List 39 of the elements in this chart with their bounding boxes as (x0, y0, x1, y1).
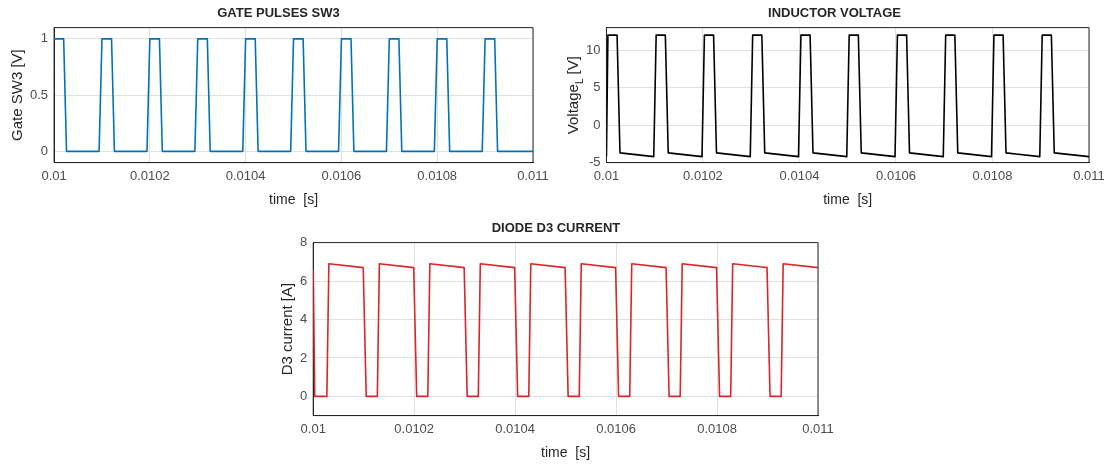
x-axis-title: time [s] (541, 444, 591, 461)
x-tick-label: 0.0104 (779, 167, 820, 183)
y-axis-title: D3 current [A] (278, 282, 296, 376)
x-tick-label: 0.01 (41, 167, 67, 183)
x-tick-label: 0.0106 (596, 420, 636, 436)
x-tick-label: 0.0104 (225, 167, 266, 183)
x-tick-label: 0.0102 (394, 420, 435, 436)
chart-title: DIODE D3 CURRENT (491, 220, 621, 236)
x-tick-label: 0.011 (517, 167, 549, 183)
x-tick-label: 0.011 (1073, 167, 1105, 183)
y-tick-label: 0 (40, 142, 49, 158)
x-tick-label: 0.0102 (683, 167, 723, 183)
y-axis-title: VoltageL [V] (564, 56, 585, 135)
x-tick-label: 0.0108 (417, 167, 458, 183)
chart-title: INDUCTOR VOLTAGE (768, 5, 902, 21)
x-tick-label: 0.0106 (321, 167, 362, 183)
y-tick-label: 1 (40, 30, 49, 46)
x-tick-label: 0.0108 (972, 167, 1013, 183)
x-tick-label: 0.01 (593, 167, 620, 183)
y-tick-label: 5 (593, 79, 601, 95)
x-tick-label: 0.0106 (876, 167, 916, 183)
y-tick-label: -5 (588, 154, 601, 170)
y-tick-label: 8 (300, 234, 308, 250)
y-tick-label: 2 (300, 349, 308, 365)
x-tick-label: 0.01 (300, 420, 326, 436)
x-tick-label: 0.011 (802, 420, 834, 436)
x-tick-label: 0.0102 (129, 167, 170, 183)
y-tick-label: 0 (300, 387, 308, 403)
x-axis-title: time [s] (823, 191, 873, 208)
y-tick-label: 0.5 (29, 86, 49, 102)
x-axis-title: time [s] (269, 191, 319, 208)
x-tick-label: 0.0104 (495, 420, 536, 436)
y-tick-label: 6 (300, 272, 308, 288)
y-tick-label: 10 (585, 41, 601, 57)
y-tick-label: 0 (593, 116, 601, 132)
y-tick-label: 4 (300, 311, 308, 327)
x-tick-label: 0.0108 (697, 420, 737, 436)
y-axis-title: Gate SW3 [V] (8, 49, 26, 141)
chart-title: GATE PULSES SW3 (217, 5, 340, 21)
